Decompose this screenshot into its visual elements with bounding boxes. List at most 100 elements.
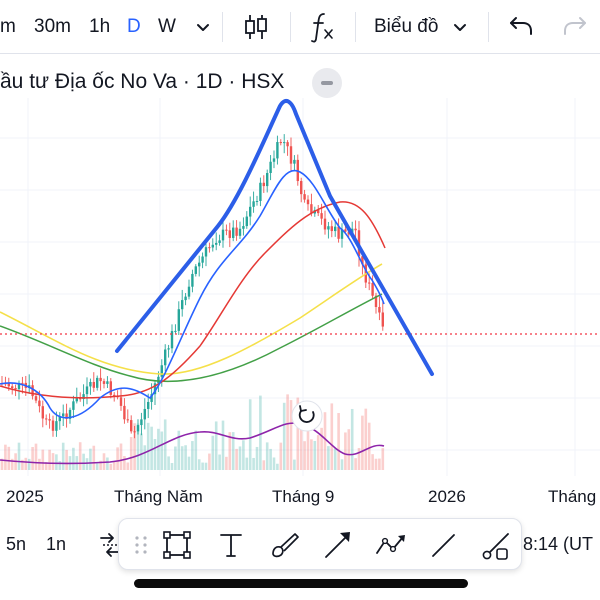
volume-bar xyxy=(381,448,385,470)
candlestick-icon[interactable] xyxy=(242,12,270,42)
volume-bar xyxy=(150,426,153,470)
home-indicator xyxy=(134,579,468,588)
volume-bar xyxy=(187,456,191,470)
volume-bar xyxy=(265,442,269,470)
volume-bar xyxy=(313,440,317,470)
candle-body xyxy=(266,172,269,187)
volume-bar xyxy=(65,449,68,470)
volume-bar xyxy=(157,428,160,470)
candle-body xyxy=(41,406,44,419)
interval-1h[interactable]: 1h xyxy=(89,16,111,37)
volume-bar xyxy=(354,458,357,470)
candle-body xyxy=(283,142,286,144)
fx-icon[interactable] xyxy=(308,10,336,44)
price-chart[interactable] xyxy=(0,98,600,476)
interval-d[interactable]: D xyxy=(127,16,141,37)
volume-bar xyxy=(72,447,75,470)
volume-bar xyxy=(238,446,242,470)
candle-body xyxy=(72,401,75,410)
drag-handle-icon[interactable] xyxy=(123,527,159,563)
symbol-legend[interactable]: ầu tư Địa ốc No Va · 1D · HSX xyxy=(0,70,285,93)
candle-body xyxy=(17,382,21,390)
brush-tool-icon[interactable] xyxy=(267,527,303,563)
volume-bar xyxy=(44,462,48,470)
reset-chart-icon[interactable] xyxy=(291,400,323,432)
chart-type-menu[interactable]: Biểu đồ xyxy=(374,16,439,37)
candle-body xyxy=(306,199,310,205)
volume-bar xyxy=(4,444,7,470)
volume-bar xyxy=(170,463,174,470)
candle-body xyxy=(14,388,17,390)
candle-body xyxy=(238,228,242,236)
volume-bar xyxy=(89,448,92,470)
volume-bar xyxy=(337,413,340,470)
candle-body xyxy=(378,306,381,313)
volume-bar xyxy=(140,433,143,470)
chevron-down-icon[interactable] xyxy=(194,18,212,36)
interval-w[interactable]: W xyxy=(158,16,176,37)
candle-body xyxy=(323,218,327,230)
volume-bar xyxy=(347,429,351,470)
volume-bar xyxy=(242,440,245,470)
volume-bar xyxy=(129,436,133,470)
range-5d-button[interactable]: 5n xyxy=(6,534,27,554)
volume-bar xyxy=(330,403,334,470)
candle-body xyxy=(361,256,364,265)
candle-body xyxy=(327,226,330,230)
volume-bar xyxy=(10,458,14,470)
drawing-toolbar xyxy=(118,518,522,570)
volume-bar xyxy=(276,463,279,470)
volume-bar xyxy=(371,454,374,470)
candle-body xyxy=(89,381,92,387)
volume-bar xyxy=(41,449,45,470)
candle-body xyxy=(255,200,259,202)
volume-bar xyxy=(364,408,368,470)
candle-body xyxy=(330,226,333,232)
candle-body xyxy=(191,273,194,287)
x-label-may: Tháng Năm xyxy=(114,487,203,506)
candle-body xyxy=(150,394,153,402)
time-axis[interactable]: 2025 Tháng Năm Tháng 9 2026 Tháng xyxy=(0,478,600,512)
interval-m[interactable]: m xyxy=(0,16,16,37)
volume-bar xyxy=(296,397,300,470)
volume-bar xyxy=(279,442,283,470)
volume-bar xyxy=(191,441,194,470)
undo-icon[interactable] xyxy=(508,14,534,38)
volume-bar xyxy=(27,458,31,470)
volume-bar xyxy=(316,435,320,470)
compare-icon[interactable] xyxy=(98,530,122,560)
path-tool-icon[interactable] xyxy=(373,527,409,563)
collapse-legend-button[interactable] xyxy=(312,68,342,98)
volume-bar xyxy=(204,462,208,470)
volume-bar xyxy=(303,441,306,470)
volume-bar xyxy=(116,447,119,470)
candle-body xyxy=(225,229,228,231)
redo-icon[interactable] xyxy=(562,14,588,38)
ray-tool-icon[interactable] xyxy=(479,527,515,563)
candle-body xyxy=(232,227,235,238)
candle-body xyxy=(126,419,129,421)
volume-bar xyxy=(327,446,330,470)
chevron-down-icon[interactable] xyxy=(451,18,469,36)
volume-bar xyxy=(99,460,102,470)
candle-body xyxy=(113,394,116,396)
text-tool-icon[interactable] xyxy=(213,527,249,563)
candle-body xyxy=(201,256,204,263)
volume-bar xyxy=(38,458,41,470)
interval-30m[interactable]: 30m xyxy=(34,16,71,37)
volume-bar xyxy=(109,463,113,470)
trend-line-tool-icon[interactable] xyxy=(425,527,461,563)
arrow-tool-icon[interactable] xyxy=(319,527,355,563)
x-label-next: Tháng xyxy=(548,487,597,506)
drawing-trend-shape[interactable] xyxy=(115,99,434,376)
volume-bar xyxy=(153,439,157,470)
volume-bar xyxy=(218,454,221,470)
range-1d-button[interactable]: 1n xyxy=(46,534,67,554)
volume-bar xyxy=(231,432,235,470)
ma-mid-red-line xyxy=(0,201,386,399)
rectangle-tool-icon[interactable] xyxy=(159,527,195,563)
volume-bar xyxy=(272,457,276,470)
candle-body xyxy=(340,229,344,239)
candle-body xyxy=(228,230,231,238)
candle-body xyxy=(208,247,211,249)
